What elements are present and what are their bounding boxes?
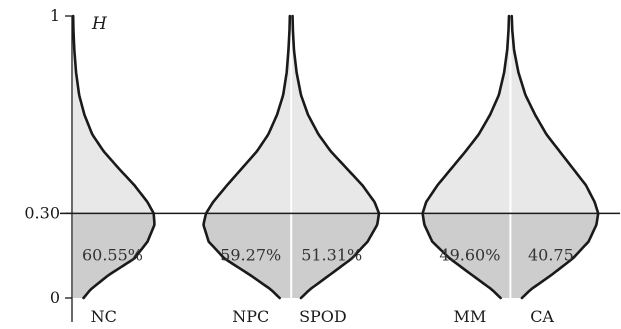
violin-lower-fill-mm — [422, 213, 510, 298]
annotation-mm: 49.60% — [439, 246, 500, 265]
violin-upper-fill-nc — [73, 16, 154, 214]
annotation-ca: 40.75 — [528, 246, 574, 265]
annotation-nc: 60.55% — [82, 246, 143, 265]
annotation-spod: 51.31% — [301, 246, 362, 265]
violin-outline-ca — [510, 14, 600, 300]
violin-lower-fill-ca — [511, 213, 599, 298]
violin-lower-fill-spod — [292, 213, 379, 298]
category-label-ca: CA — [530, 307, 554, 326]
category-label-npc: NPC — [232, 307, 269, 326]
category-labels-layer: NC NPC SPOD MM CA — [91, 307, 555, 326]
y-tick-label: 0 — [50, 288, 60, 307]
violin-upper-fill-ca — [511, 16, 599, 214]
violin-upper-fill-npc — [206, 16, 291, 214]
annotation-npc: 59.27% — [220, 246, 281, 265]
violin-upper-fill-mm — [422, 16, 510, 214]
category-label-spod: SPOD — [299, 307, 347, 326]
violin-outline-npc — [202, 14, 292, 300]
y-axis-label: H — [91, 14, 108, 34]
y-ticks-layer: 0 0.30 1 — [24, 6, 72, 307]
violin-upper-fill-spod — [292, 16, 379, 214]
violin-nc — [71, 14, 156, 300]
violin-outline-mm — [421, 14, 511, 300]
annotations-layer: 60.55% 59.27% 51.31% 49.60% 40.75 — [82, 246, 574, 265]
violin-lower-fill-npc — [203, 213, 291, 298]
y-tick-label: 0.30 — [24, 203, 60, 222]
y-tick-label: 1 — [50, 6, 60, 25]
violin-mm — [421, 14, 511, 300]
violins-layer — [71, 14, 600, 300]
violin-ca — [510, 14, 600, 300]
violin-npc — [202, 14, 292, 300]
violin-lower-fill-nc — [73, 213, 155, 298]
category-label-nc: NC — [91, 307, 117, 326]
category-label-mm: MM — [454, 307, 487, 326]
violin-spod — [291, 14, 381, 300]
violin-outline-spod — [291, 14, 381, 300]
violin-outline-nc — [71, 14, 156, 300]
